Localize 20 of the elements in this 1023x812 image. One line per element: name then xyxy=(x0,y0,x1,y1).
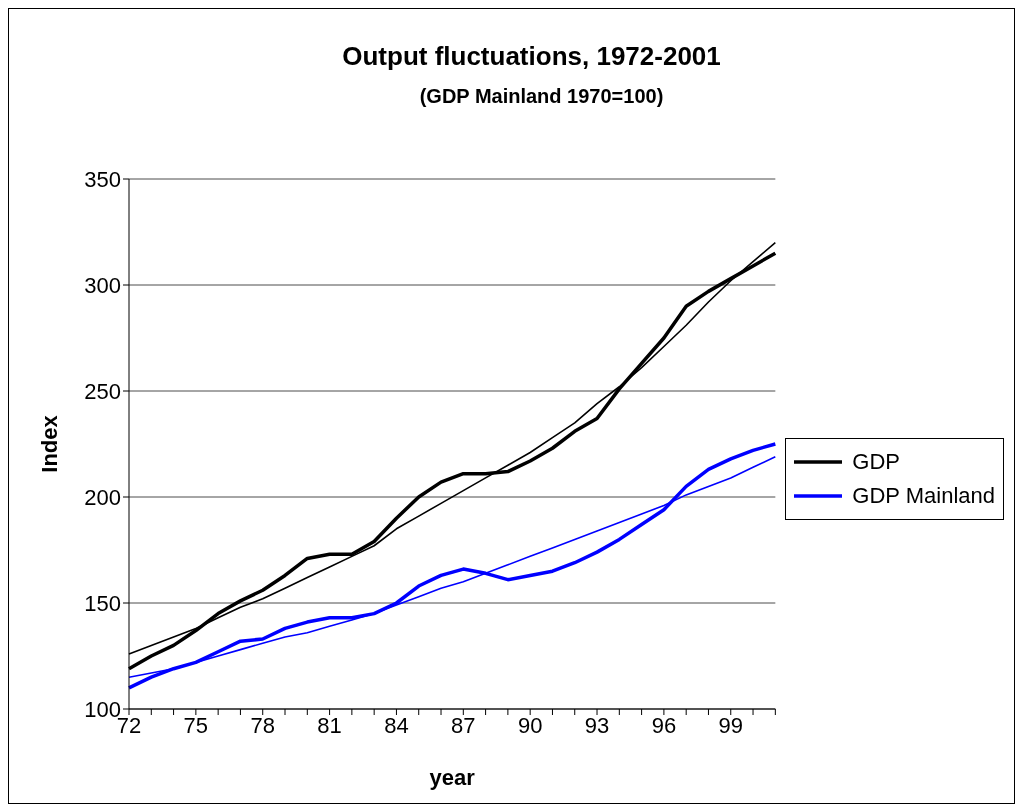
x-axis-title: year xyxy=(429,765,476,790)
x-tick-label: 96 xyxy=(651,712,677,738)
x-tick-label: 78 xyxy=(250,712,275,738)
y-tick-label: 350 xyxy=(84,166,121,192)
legend-label: GDP Mainland xyxy=(852,483,995,509)
x-tick-label: 81 xyxy=(317,712,342,738)
y-tick-label: 250 xyxy=(84,378,121,404)
x-tick-label: 90 xyxy=(517,712,543,738)
legend-label: GDP xyxy=(852,449,901,475)
x-tick-label: 87 xyxy=(451,712,476,738)
x-tick-label: 93 xyxy=(584,712,610,738)
x-tick-label: 75 xyxy=(183,712,209,738)
y-tick-label: 200 xyxy=(84,484,121,510)
y-tick-label: 300 xyxy=(84,272,121,298)
x-tick-label: 99 xyxy=(718,712,743,738)
chart-subtitle: (GDP Mainland 1970=100) xyxy=(418,85,665,108)
y-axis-title: Index xyxy=(36,414,62,473)
chart-title: Output fluctuations, 1972-2001 xyxy=(341,41,722,72)
x-tick-label: 84 xyxy=(384,712,409,738)
y-tick-label: 150 xyxy=(84,590,121,616)
